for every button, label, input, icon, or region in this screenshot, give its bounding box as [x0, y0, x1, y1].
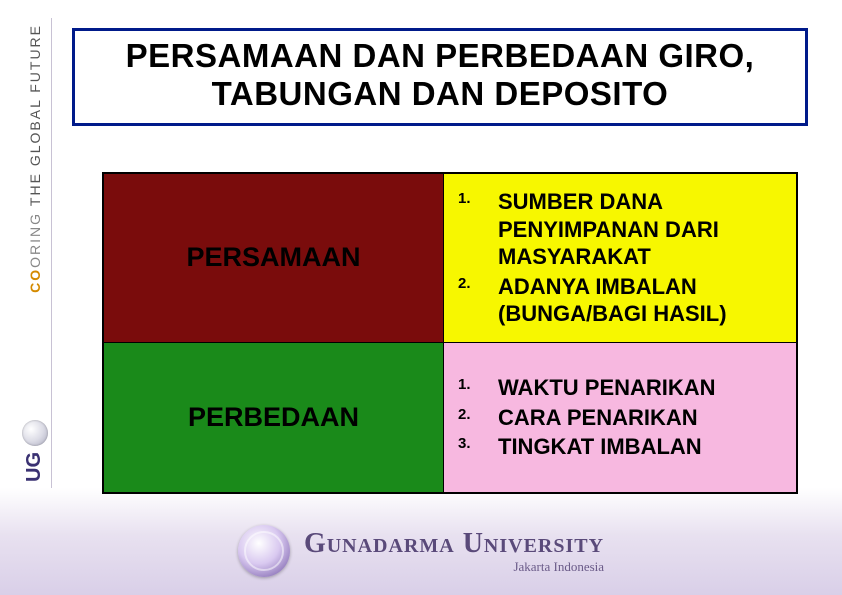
left-slogan: COORING THE GLOBAL FUTURE	[27, 24, 43, 293]
row-perbedaan-items-cell: WAKTU PENARIKAN CARA PENARIKAN TINGKAT I…	[444, 343, 796, 493]
row-label: PERSAMAAN	[186, 242, 360, 273]
row-label: PERBEDAAN	[188, 402, 359, 433]
slogan-co: CO	[27, 268, 43, 293]
list-item: SUMBER DANA PENYIMPANAN DARI MASYARAKAT	[458, 188, 782, 271]
university-text: Gunadarma University Jakarta Indonesia	[304, 530, 604, 573]
university-sub: Jakarta Indonesia	[304, 560, 604, 573]
list-item: CARA PENARIKAN	[458, 404, 782, 432]
row-persamaan-label-cell: PERSAMAAN	[104, 174, 444, 343]
ug-mark: UG	[23, 452, 46, 482]
left-brand-strip: COORING THE GLOBAL FUTURE UG	[18, 18, 52, 488]
list-item: TINGKAT IMBALAN	[458, 433, 782, 461]
list-item: WAKTU PENARIKAN	[458, 374, 782, 402]
perbedaan-list: WAKTU PENARIKAN CARA PENARIKAN TINGKAT I…	[458, 372, 782, 463]
comparison-table: PERSAMAAN SUMBER DANA PENYIMPANAN DARI M…	[102, 172, 798, 494]
university-logo-icon	[238, 525, 290, 577]
slide: COORING THE GLOBAL FUTURE UG PERSAMAAN D…	[0, 0, 842, 595]
footer: Gunadarma University Jakarta Indonesia	[0, 525, 842, 577]
university-name: Gunadarma University	[304, 530, 604, 558]
persamaan-list: SUMBER DANA PENYIMPANAN DARI MASYARAKAT …	[458, 186, 782, 330]
slogan-rest: THE GLOBAL FUTURE	[27, 24, 43, 206]
decor-bolt-icon	[22, 420, 48, 446]
list-item: ADANYA IMBALAN (BUNGA/BAGI HASIL)	[458, 273, 782, 328]
slide-title: PERSAMAAN DAN PERBEDAAN GIRO, TABUNGAN D…	[85, 37, 795, 113]
title-box: PERSAMAAN DAN PERBEDAAN GIRO, TABUNGAN D…	[72, 28, 808, 126]
row-perbedaan-label-cell: PERBEDAAN	[104, 343, 444, 493]
row-persamaan-items-cell: SUMBER DANA PENYIMPANAN DARI MASYARAKAT …	[444, 174, 796, 343]
slogan-oring: ORING	[27, 212, 43, 268]
